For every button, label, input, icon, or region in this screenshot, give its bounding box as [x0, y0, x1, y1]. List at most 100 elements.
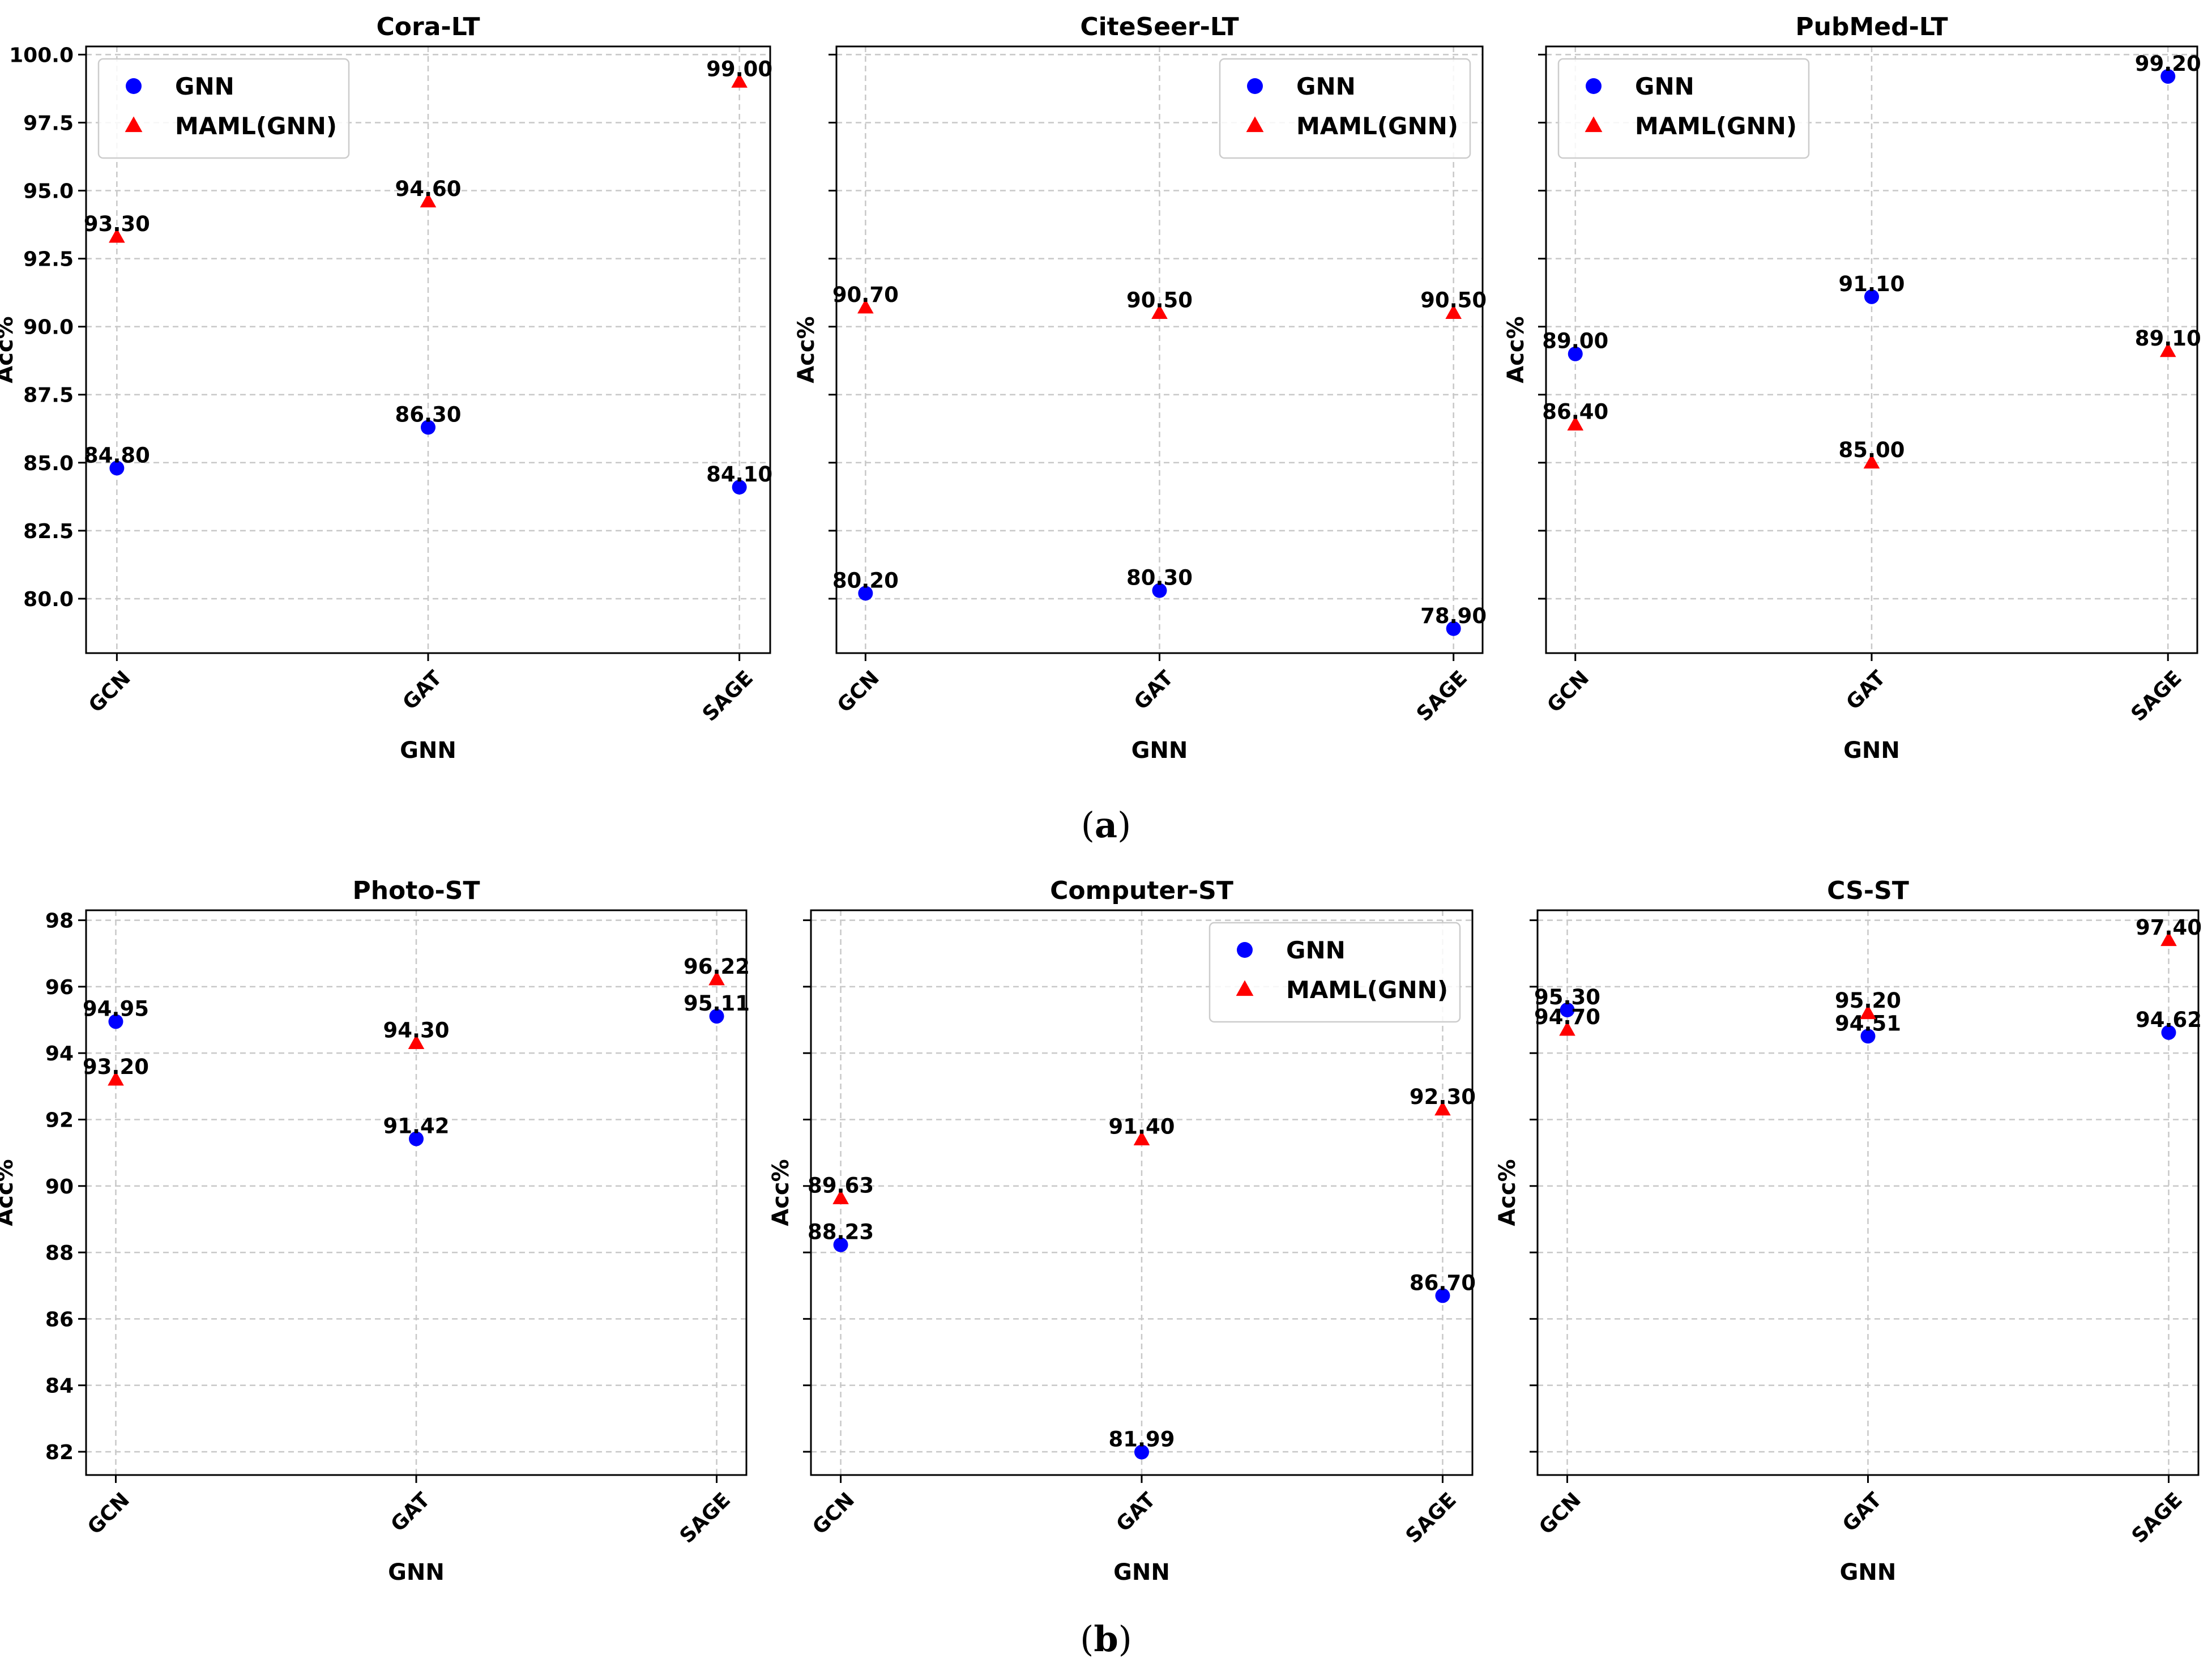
y-tick-label: 86: [45, 1308, 74, 1331]
y-tick-label: 90.0: [23, 316, 74, 339]
gnn-point: [709, 1009, 724, 1024]
legend-maml-marker: [1585, 116, 1603, 133]
legend-gnn-marker: [126, 78, 142, 94]
gnn-point: [409, 1131, 424, 1146]
y-tick-label: 90: [45, 1175, 74, 1199]
data-label: 86.40: [1542, 400, 1608, 424]
data-label: 90.50: [1420, 288, 1487, 313]
maml-point: [1567, 416, 1584, 430]
maml-point: [1151, 304, 1168, 319]
data-label: 85.00: [1838, 438, 1904, 462]
data-label: 95.20: [1835, 988, 1901, 1013]
legend: GNN MAML(GNN): [97, 58, 350, 159]
gnn-point: [109, 461, 125, 476]
maml-point: [1559, 1021, 1575, 1036]
gnn-point: [1152, 583, 1167, 598]
data-label: 93.30: [84, 212, 150, 236]
gnn-point: [858, 586, 873, 601]
maml-point: [1434, 1101, 1451, 1116]
data-label: 99.20: [2135, 52, 2201, 76]
data-label: 88.23: [808, 1220, 874, 1244]
gnn-point: [833, 1237, 848, 1252]
maml-point: [1860, 1004, 1876, 1020]
data-label: 97.40: [2136, 915, 2202, 940]
gnn-point: [1560, 1002, 1575, 1017]
data-label: 86.30: [395, 402, 461, 427]
y-axis-label: Acc%: [793, 316, 819, 383]
y-axis-label: Acc%: [768, 1159, 794, 1226]
maml-point: [708, 970, 725, 986]
data-label: 84.80: [84, 443, 150, 467]
y-tick-label: 88: [45, 1242, 74, 1265]
maml-point: [2159, 342, 2176, 357]
legend: GNN MAML(GNN): [1219, 58, 1471, 159]
gnn-point: [2161, 1025, 2176, 1040]
chart-title: CiteSeer-LT: [1080, 12, 1239, 41]
y-axis-label: Acc%: [0, 316, 18, 383]
maml-point: [1863, 454, 1880, 469]
y-tick-label: 85.0: [23, 452, 74, 475]
legend-label: MAML(GNN): [1635, 112, 1797, 140]
y-tick-label: 82: [45, 1441, 74, 1464]
data-label: 89.00: [1542, 329, 1608, 353]
data-label: 94.60: [395, 177, 461, 201]
data-label: 93.20: [83, 1055, 149, 1079]
data-label: 90.50: [1126, 288, 1193, 313]
gnn-point: [1864, 289, 1879, 304]
y-tick-label: 94: [45, 1042, 74, 1065]
legend-label: MAML(GNN): [1296, 112, 1458, 140]
gnn-point: [1435, 1288, 1450, 1303]
y-tick-label: 84: [45, 1375, 74, 1398]
x-axis-label: GNN: [1131, 738, 1188, 764]
y-tick-label: 82.5: [23, 520, 74, 543]
chart-title: CS-ST: [1827, 876, 1909, 905]
y-tick-label: 97.5: [23, 112, 74, 135]
data-label: 94.30: [383, 1018, 449, 1043]
legend-gnn-marker: [1237, 942, 1253, 958]
maml-point: [1445, 304, 1462, 319]
gnn-point: [108, 1014, 123, 1029]
legend-box: [1209, 922, 1461, 1023]
legend-gnn-marker: [1586, 78, 1602, 94]
legend-box: [1557, 58, 1810, 159]
data-label: 95.30: [1534, 985, 1600, 1009]
maml-point: [1133, 1131, 1150, 1146]
y-axis-label: Acc%: [0, 1159, 18, 1226]
x-axis-label: GNN: [1113, 1559, 1170, 1585]
data-label: 94.70: [1534, 1005, 1600, 1029]
data-label: 81.99: [1108, 1427, 1175, 1452]
caption-b: (b): [1080, 1618, 1132, 1660]
legend-gnn-marker: [1247, 78, 1263, 94]
maml-point: [857, 299, 874, 314]
data-label: 78.90: [1420, 604, 1487, 628]
chart-title: PubMed-LT: [1795, 12, 1948, 41]
data-label: 91.10: [1838, 272, 1904, 296]
legend-maml-marker: [125, 116, 143, 133]
y-tick-label: 98: [45, 910, 74, 933]
maml-point: [2160, 931, 2177, 947]
maml-point: [108, 1071, 124, 1086]
data-label: 96.22: [684, 954, 750, 979]
x-axis-label: GNN: [400, 738, 456, 764]
legend-label: MAML(GNN): [1286, 976, 1448, 1004]
legend-label: GNN: [175, 73, 234, 100]
legend-label: GNN: [1635, 73, 1694, 100]
chart-panel-5: GCN GAT SAGEComputer-STGNNAcc%88.2381.9986…: [768, 876, 1476, 1585]
legend-label: MAML(GNN): [175, 112, 337, 140]
y-tick-label: 87.5: [23, 384, 74, 407]
data-label: 80.30: [1126, 566, 1193, 590]
legend: GNN MAML(GNN): [1557, 58, 1810, 159]
data-label: 89.63: [808, 1173, 874, 1197]
chart-title: Cora-LT: [377, 12, 480, 41]
maml-point: [731, 73, 748, 88]
y-tick-label: 92.5: [23, 248, 74, 271]
data-label: 84.10: [706, 462, 772, 487]
data-label: 92.30: [1410, 1085, 1476, 1109]
y-axis-label: Acc%: [1494, 1159, 1521, 1226]
y-tick-label: 80.0: [23, 588, 74, 611]
gnn-point: [1568, 346, 1583, 361]
maml-point: [109, 228, 125, 243]
data-label: 91.42: [383, 1114, 449, 1138]
